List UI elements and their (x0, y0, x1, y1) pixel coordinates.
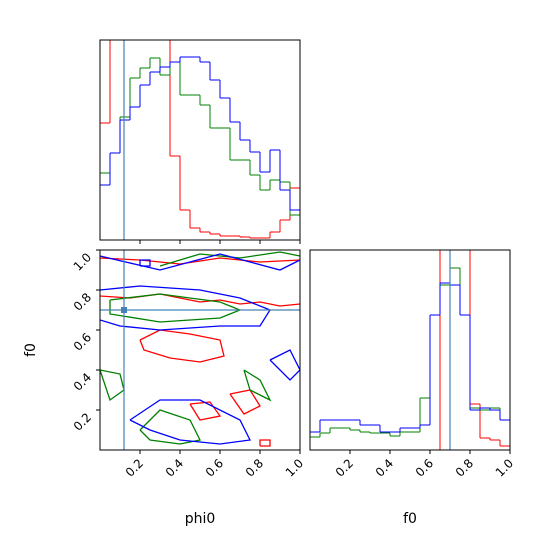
contour-line (100, 253, 300, 271)
contour-line (259, 439, 271, 447)
contour-line (100, 293, 300, 307)
axes-frame (309, 249, 511, 451)
contour-line (139, 329, 225, 363)
contour-line (100, 285, 271, 331)
x-tick-label: 1.0 (493, 456, 516, 479)
contour-line (269, 349, 300, 381)
contour-line (243, 369, 272, 402)
y-tick-label: 0.4 (71, 370, 94, 393)
contour-line (159, 251, 300, 267)
y-tick-label: 0.2 (71, 410, 94, 433)
contour-line (109, 293, 242, 323)
y-tick-label: 0.8 (71, 290, 94, 313)
y-tick-label: 1.0 (71, 250, 94, 273)
y-tick-label: 0.6 (71, 330, 94, 353)
x-tick-label: 0.8 (453, 456, 476, 479)
axes-frame (99, 249, 301, 451)
axes-frame (99, 39, 301, 241)
x-tick-label: 0.4 (163, 456, 186, 479)
x-tick-label: 0.4 (373, 456, 396, 479)
contour-line (100, 257, 300, 265)
contour-line (139, 259, 151, 267)
contour-line (229, 389, 261, 415)
x-tick-label: 1.0 (283, 456, 306, 479)
x-axis-label: phi0 (185, 511, 216, 527)
plot-area (100, 40, 300, 240)
contour-line (189, 401, 222, 421)
plot-area (310, 250, 510, 450)
x-tick-label: 0.6 (203, 456, 226, 479)
x-tick-label: 0.2 (123, 456, 146, 479)
y-axis-label: f0 (23, 343, 39, 357)
truth-marker (121, 307, 127, 313)
x-tick-label: 0.8 (243, 456, 266, 479)
contour-line (129, 399, 251, 445)
contour-line (139, 409, 201, 445)
x-tick-label: 0.6 (413, 456, 436, 479)
x-axis-label: f0 (403, 511, 417, 527)
plot-area (100, 250, 300, 450)
x-tick-label: 0.2 (333, 456, 356, 479)
contour-line (100, 369, 125, 402)
